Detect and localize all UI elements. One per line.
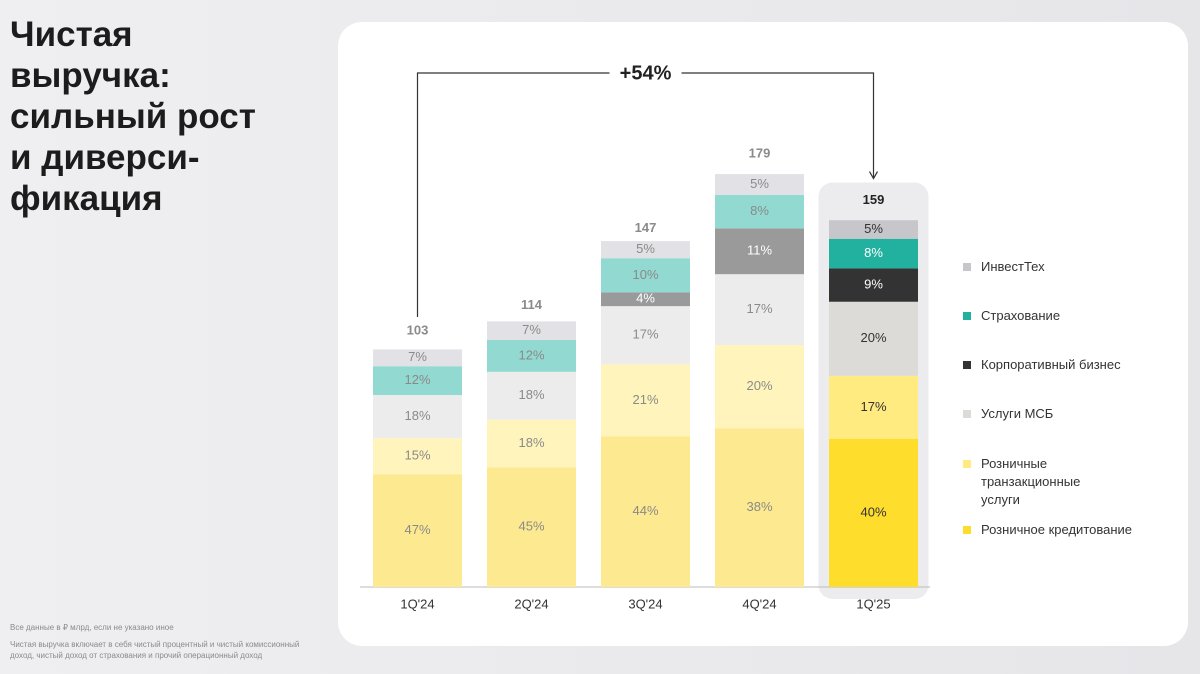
legend-label: Розничные транзакционные услуги [981, 456, 1081, 507]
bar-segment [829, 438, 918, 587]
total-label: 179 [749, 145, 771, 160]
segment-label: 17% [860, 399, 886, 414]
bar-segment [601, 364, 690, 437]
segment-label: 11% [747, 243, 772, 258]
segment-label: 45% [518, 519, 544, 534]
segment-label: 4% [636, 291, 655, 306]
footnote: Чистая выручка включает в себя чистый пр… [10, 640, 300, 660]
bar-segment [715, 228, 804, 275]
bar-segment [373, 438, 462, 475]
bar-segment [829, 301, 918, 376]
segment-label: 8% [750, 203, 769, 218]
bar-segment [715, 428, 804, 587]
bar-segment [373, 474, 462, 587]
legend-swatch [963, 410, 971, 418]
bar-segment [373, 366, 462, 396]
x-tick-label: 4Q'24 [742, 596, 776, 611]
segment-label: 5% [864, 221, 883, 236]
legend-label: Корпоративный бизнес [981, 357, 1121, 372]
legend-item: Розничное кредитование [963, 521, 1153, 539]
segment-label: 7% [408, 349, 427, 364]
legend-item: Услуги МСБ [963, 405, 1153, 423]
annotation-bg [609, 61, 682, 85]
segment-label: 17% [632, 327, 658, 342]
bar-segment [829, 220, 918, 239]
x-tick-label: 1Q'25 [856, 596, 890, 611]
bar-segment [373, 349, 462, 367]
title-line: Чистая [10, 15, 133, 54]
bar-segment [487, 371, 576, 420]
bar-segment [487, 467, 576, 587]
bar-segment [601, 241, 690, 259]
bar-segment [715, 274, 804, 346]
bar-segment [829, 268, 918, 302]
title-line: сильный рост [10, 97, 256, 136]
segment-label: 20% [746, 378, 772, 393]
bar-segment [601, 258, 690, 293]
segment-label: 12% [404, 372, 430, 387]
total-label: 114 [521, 297, 543, 312]
segment-label: 15% [404, 448, 430, 463]
legend-swatch [963, 460, 971, 468]
bar-segment [487, 419, 576, 468]
bar-segment [487, 321, 576, 340]
segment-label: 18% [404, 408, 430, 423]
bar-segment [601, 436, 690, 587]
segment-label: 20% [860, 330, 886, 345]
bar-segment [829, 238, 918, 269]
segment-label: 17% [746, 301, 772, 316]
arrow-head [868, 171, 879, 180]
segment-label: 10% [632, 267, 658, 282]
x-tick-label: 1Q'24 [400, 596, 434, 611]
legend-swatch [963, 526, 971, 534]
bar-segment [487, 339, 576, 372]
segment-label: 5% [750, 176, 769, 191]
total-label: 147 [635, 220, 657, 235]
segment-label: 8% [864, 245, 883, 260]
legend-item: ИнвестТех [963, 258, 1153, 276]
legend-swatch [963, 263, 971, 271]
legend-item: Страхование [963, 307, 1153, 325]
segment-label: 5% [636, 241, 655, 256]
footnotes: Все данные в ₽ млрд, если не указано ино… [10, 622, 310, 667]
segment-label: 18% [518, 435, 544, 450]
title-line: и диверси- [10, 138, 200, 177]
legend-item: Розничные транзакционные услуги [963, 455, 1153, 509]
legend-swatch [963, 361, 971, 369]
segment-label: 38% [746, 499, 772, 514]
segment-label: 44% [632, 503, 658, 518]
segment-label: 12% [518, 347, 544, 362]
legend-label: ИнвестТех [981, 259, 1045, 274]
legend-item: Корпоративный бизнес [963, 356, 1153, 374]
legend-label: Розничное кредитование [981, 522, 1133, 537]
segment-label: 40% [860, 504, 886, 519]
bar-segment [829, 375, 918, 439]
title-line: выручка: [10, 56, 171, 95]
legend-label: Страхование [981, 308, 1061, 323]
bar-segment [715, 174, 804, 195]
segment-label: 47% [404, 522, 430, 537]
title: Чистая выручка: сильный рост и диверси-фика… [10, 14, 256, 219]
segment-label: 9% [864, 277, 883, 292]
bar-segment [601, 292, 690, 307]
footnote: Все данные в ₽ млрд, если не указано ино… [10, 623, 174, 632]
bar-segment [715, 194, 804, 229]
total-label: 159 [863, 192, 885, 207]
segment-label: 18% [518, 387, 544, 402]
legend-swatch [963, 312, 971, 320]
bar-segment [715, 345, 804, 429]
total-label: 103 [407, 322, 429, 337]
legend-label: Услуги МСБ [981, 406, 1054, 421]
bar-segment [601, 306, 690, 365]
title-line: фикация [10, 179, 163, 218]
bar-segment [373, 395, 462, 439]
x-tick-label: 3Q'24 [628, 596, 662, 611]
x-tick-label: 2Q'24 [514, 596, 548, 611]
annotation: +54% [620, 62, 672, 84]
segment-label: 21% [632, 392, 658, 407]
segment-label: 7% [522, 322, 541, 337]
